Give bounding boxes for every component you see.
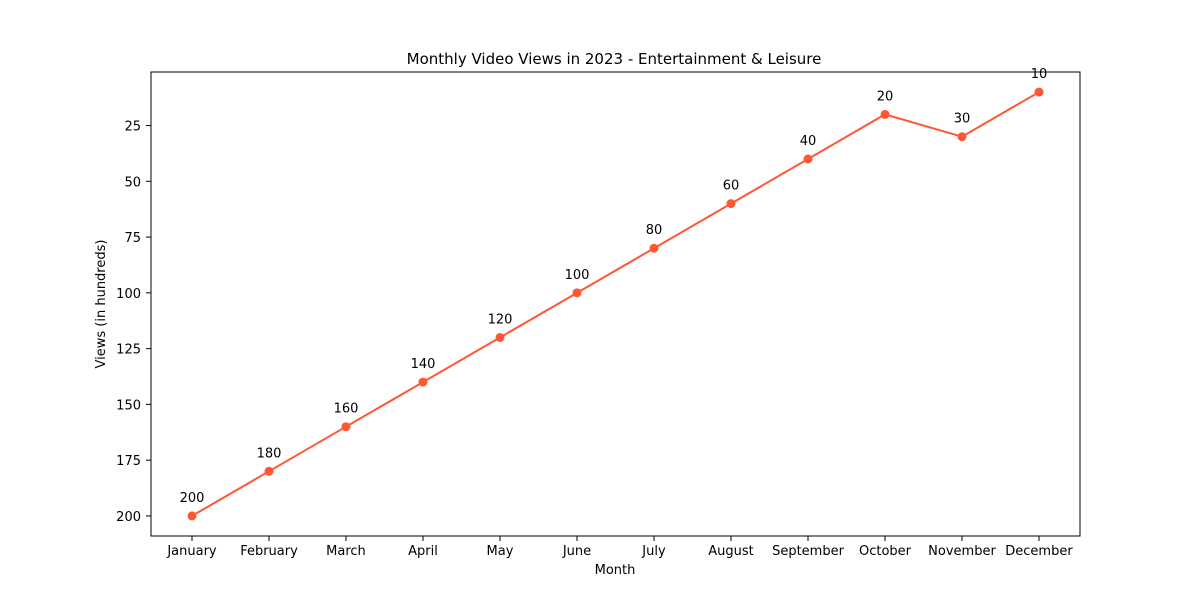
data-label: 160 bbox=[334, 402, 359, 417]
x-tick-label: September bbox=[772, 544, 845, 559]
series-markers bbox=[187, 87, 1044, 521]
data-label: 200 bbox=[180, 491, 205, 506]
data-label: 30 bbox=[954, 112, 971, 127]
data-label: 140 bbox=[411, 357, 436, 372]
x-tick-label: October bbox=[859, 544, 912, 559]
data-label: 10 bbox=[1031, 67, 1048, 82]
data-label: 180 bbox=[257, 446, 282, 461]
data-point bbox=[880, 109, 890, 119]
data-label: 60 bbox=[723, 179, 740, 194]
y-tick-label: 100 bbox=[116, 287, 141, 302]
y-tick-label: 200 bbox=[116, 510, 141, 525]
data-label: 80 bbox=[646, 223, 663, 238]
x-tick-label: May bbox=[487, 544, 514, 559]
x-tick-label: April bbox=[408, 544, 438, 559]
y-tick-label: 150 bbox=[116, 398, 141, 413]
y-tick-label: 50 bbox=[124, 175, 141, 190]
data-point bbox=[726, 199, 736, 209]
data-point bbox=[341, 422, 351, 432]
x-tick-label: February bbox=[240, 544, 298, 559]
y-tick-label: 25 bbox=[124, 120, 141, 135]
data-label: 40 bbox=[800, 134, 817, 149]
data-point bbox=[264, 466, 274, 476]
y-axis-label: Views (in hundreds) bbox=[94, 240, 109, 369]
data-point bbox=[803, 154, 813, 164]
x-tick-label: July bbox=[641, 544, 666, 559]
plot-area bbox=[150, 71, 1081, 537]
data-label: 20 bbox=[877, 89, 894, 104]
data-label: 100 bbox=[565, 268, 590, 283]
x-tick-label: January bbox=[166, 544, 217, 559]
x-tick-label: November bbox=[928, 544, 996, 559]
data-point bbox=[418, 377, 428, 387]
x-tick-label: June bbox=[562, 544, 591, 559]
data-point bbox=[649, 243, 659, 253]
data-label: 120 bbox=[488, 312, 513, 327]
y-tick-label: 75 bbox=[124, 231, 141, 246]
data-point bbox=[1034, 87, 1044, 97]
x-tick-label: August bbox=[708, 544, 754, 559]
series-line bbox=[191, 91, 1040, 517]
data-point bbox=[187, 511, 197, 521]
x-axis: January February March April May June July Augu… bbox=[166, 536, 1073, 559]
y-axis: 25 50 75 100 125 150 175 200 bbox=[116, 120, 151, 525]
data-point bbox=[495, 332, 505, 342]
chart-title: Monthly Video Views in 2023 - Entertainm… bbox=[407, 50, 822, 68]
data-labels: 200 180 160 140 120 100 80 60 40 20 30 10 bbox=[180, 67, 1048, 506]
data-point bbox=[572, 288, 582, 298]
x-axis-label: Month bbox=[595, 563, 636, 578]
data-point bbox=[957, 132, 967, 142]
x-tick-label: December bbox=[1005, 544, 1073, 559]
y-tick-label: 125 bbox=[116, 343, 141, 358]
x-tick-label: March bbox=[326, 544, 366, 559]
y-tick-label: 175 bbox=[116, 454, 141, 469]
